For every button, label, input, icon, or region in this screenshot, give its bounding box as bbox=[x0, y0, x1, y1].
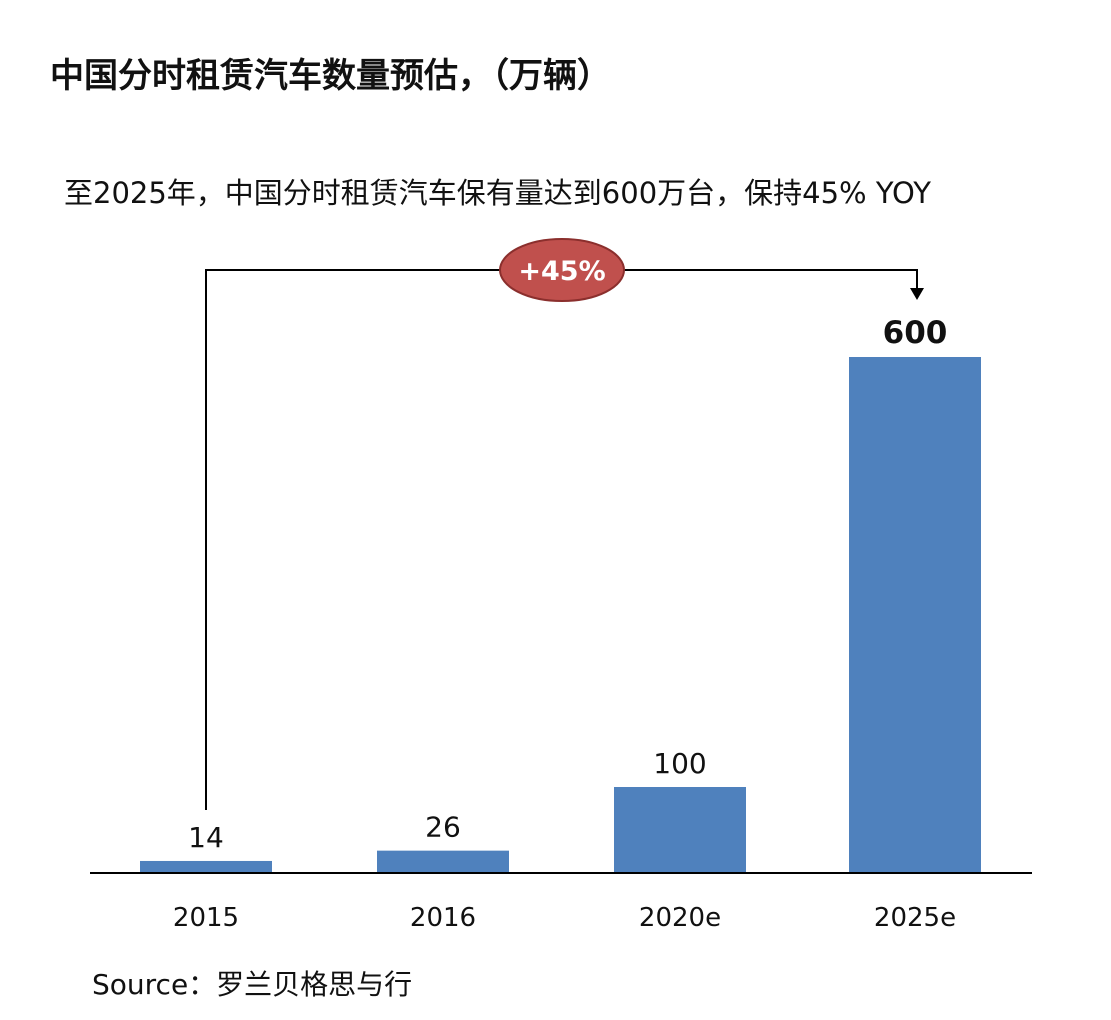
bars-layer bbox=[140, 357, 981, 873]
x-tick-labels-layer: 2015 2016 2020e 2025e bbox=[173, 903, 956, 933]
data-label-2016: 26 bbox=[425, 811, 461, 844]
growth-badge bbox=[499, 238, 625, 302]
growth-badge-label: +45% bbox=[518, 256, 605, 287]
x-tick-label-2025e: 2025e bbox=[874, 903, 956, 933]
growth-connector-line bbox=[205, 269, 918, 810]
x-tick-label-2020e: 2020e bbox=[639, 903, 721, 933]
data-label-2015: 14 bbox=[188, 821, 224, 854]
source-note: Source：罗兰贝格思与行 bbox=[92, 968, 413, 1001]
bar-2015 bbox=[140, 860, 272, 873]
data-label-2025e: 600 bbox=[883, 315, 948, 351]
growth-connector: +45% bbox=[205, 238, 924, 810]
arrow-down-icon bbox=[910, 288, 924, 300]
x-tick-label-2015: 2015 bbox=[173, 903, 239, 933]
bar-2020e bbox=[614, 787, 746, 873]
data-label-2020e: 100 bbox=[653, 747, 706, 780]
chart-title: 中国分时租赁汽车数量预估，（万辆） bbox=[50, 56, 611, 96]
data-labels-layer: 14 26 100 600 bbox=[188, 315, 947, 854]
bar-2025e bbox=[849, 357, 981, 873]
chart-subtitle: 至2025年，中国分时租赁汽车保有量达到600万台，保持45% YOY bbox=[64, 176, 931, 210]
bar-2016 bbox=[377, 850, 509, 873]
x-tick-label-2016: 2016 bbox=[410, 903, 476, 933]
